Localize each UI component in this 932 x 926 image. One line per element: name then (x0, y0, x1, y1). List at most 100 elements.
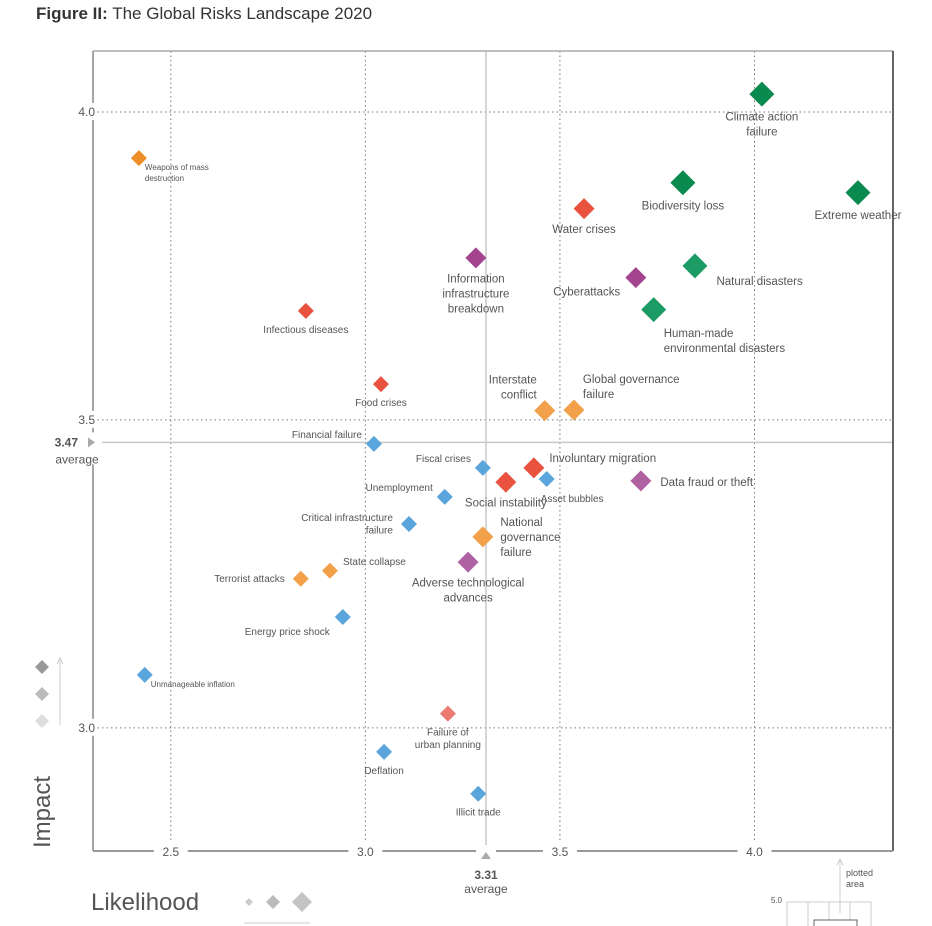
risk-marker (292, 570, 309, 587)
x-tick-label: 3.5 (552, 845, 569, 859)
y-tick-label: 4.0 (78, 105, 95, 119)
risk-marker (465, 247, 487, 269)
risk-marker (538, 471, 555, 488)
risk-label: Water crises (552, 224, 616, 236)
risk-label: Failure of (427, 728, 469, 739)
risk-label: infrastructure (442, 288, 509, 300)
risk-marker (439, 705, 456, 722)
risk-marker (365, 435, 382, 452)
x-tick-label-bg (542, 843, 577, 859)
x-tick-label: 4.0 (746, 845, 763, 859)
risk-label: failure (366, 525, 394, 536)
risk-label: Interstate (489, 375, 537, 387)
y-tick-label: 3.0 (78, 721, 95, 735)
risk-label: governance (500, 532, 560, 544)
risk-label: Information (447, 273, 505, 285)
risk-marker (136, 666, 153, 683)
risk-marker (682, 253, 708, 279)
x-tick-label-bg (153, 843, 188, 859)
risk-label: failure (746, 127, 777, 139)
risk-marker (436, 488, 453, 505)
risk-label: Social instability (465, 498, 547, 510)
risk-label: Weapons of mass (145, 163, 209, 172)
y-tick-label-bg (70, 718, 96, 736)
x-average-value: 3.31 (474, 868, 498, 882)
risk-label: Human-made (664, 328, 734, 340)
risk-marker (670, 170, 696, 196)
risk-marker (372, 376, 389, 393)
risk-marker (749, 81, 775, 107)
risk-label: Climate action (725, 112, 798, 124)
risk-marker (376, 743, 393, 760)
risk-marker (457, 551, 479, 573)
figure-title-text: The Global Risks Landscape 2020 (112, 4, 373, 23)
risk-label: Deflation (364, 766, 403, 777)
inset-plotted-area (813, 919, 858, 926)
impact-legend-diamond-icon (35, 714, 49, 728)
x-average-arrow-icon (480, 852, 491, 859)
inset-label: area (846, 879, 864, 889)
risk-label: environmental disasters (664, 343, 786, 355)
risk-marker (523, 457, 545, 479)
impact-arrowhead-icon (56, 656, 64, 665)
risk-label: State collapse (343, 557, 406, 568)
risk-label: advances (443, 593, 492, 605)
risk-label: Unemployment (365, 483, 432, 494)
risk-label: Infectious diseases (263, 325, 348, 336)
y-average-arrow-icon (88, 437, 95, 448)
risk-label: Fiscal crises (416, 454, 471, 465)
risk-marker (573, 198, 595, 220)
risk-label: failure (500, 547, 531, 559)
x-tick-label: 2.5 (162, 845, 179, 859)
risk-marker (130, 150, 147, 167)
likelihood-legend-diamond-icon (245, 898, 253, 906)
risk-label: conflict (501, 390, 538, 402)
risk-label: breakdown (448, 303, 504, 315)
risk-marker (495, 471, 517, 493)
risk-marker (641, 297, 667, 323)
x-tick-label-bg (348, 843, 383, 859)
risk-label: Illicit trade (456, 808, 501, 819)
y-axis-title: Impact (29, 776, 56, 848)
risk-label: Critical infrastructure (301, 513, 393, 524)
risk-label: Adverse technological (412, 578, 525, 590)
risk-marker (474, 459, 491, 476)
risk-label: Terrorist attacks (214, 574, 285, 585)
risk-marker (321, 562, 338, 579)
x-tick-label-bg (737, 843, 772, 859)
risk-marker (334, 608, 351, 625)
figure-title-prefix: Figure II: (36, 4, 108, 23)
risk-marker (563, 399, 585, 421)
risk-label: Global governance (583, 374, 680, 386)
risk-label: Data fraud or theft (660, 477, 753, 489)
y-average-value: 3.47 (55, 435, 79, 449)
risk-label: Asset bubbles (541, 494, 604, 505)
risk-marker (400, 515, 417, 532)
inset-label: plotted (846, 868, 873, 878)
risk-label: Financial failure (292, 430, 362, 441)
risk-label: Cyberattacks (553, 287, 620, 299)
risk-label: Food crises (355, 398, 407, 409)
risk-label: urban planning (415, 740, 481, 751)
likelihood-legend-diamond-icon (292, 892, 312, 912)
y-average-sublabel: average (55, 452, 99, 466)
risk-marker (845, 180, 871, 206)
risk-label: Unmanageable inflation (151, 680, 235, 689)
likelihood-legend-diamond-icon (266, 895, 280, 909)
risk-label: Biodiversity loss (642, 200, 725, 212)
y-tick-label-bg (70, 410, 96, 428)
risk-label: Involuntary migration (549, 453, 656, 465)
inset-arrowhead-icon (836, 857, 844, 866)
risk-marker (534, 400, 556, 422)
risk-label: destruction (145, 174, 184, 183)
impact-legend-diamond-icon (35, 687, 49, 701)
risk-label: National (500, 517, 542, 529)
y-average-label-bg (50, 432, 102, 465)
impact-legend-diamond-icon (35, 660, 49, 674)
risk-label: Extreme weather (815, 210, 902, 222)
risk-marker (630, 470, 652, 492)
x-axis-title: Likelihood (91, 889, 199, 916)
risk-marker (625, 267, 647, 289)
risk-label: Natural disasters (716, 276, 803, 288)
